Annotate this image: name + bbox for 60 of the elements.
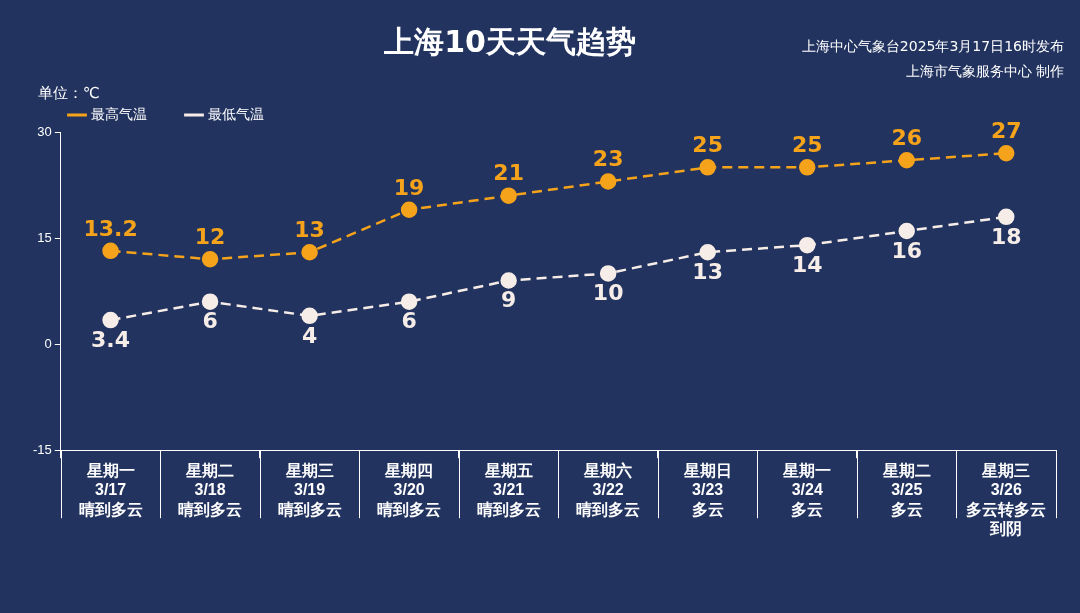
x-tick-label: 星期五 3/21 晴到多云 bbox=[476, 462, 541, 518]
point bbox=[699, 243, 716, 261]
point bbox=[301, 307, 318, 325]
chart-title: 上海10天天气趋势 bbox=[383, 23, 637, 61]
y-tick-label: 15 bbox=[37, 229, 52, 245]
x-tick-label: 星期六 3/22 晴到多云 bbox=[576, 462, 641, 518]
data-label: 6 bbox=[401, 308, 417, 334]
data-label: 10 bbox=[592, 280, 624, 306]
y-axis-title: 单位：℃ bbox=[38, 84, 100, 103]
data-label: 26 bbox=[891, 125, 923, 150]
x-tick-label: 星期日 3/23 多云 bbox=[682, 462, 732, 518]
point bbox=[898, 222, 915, 240]
point bbox=[400, 201, 418, 219]
x-tick-label: 星期三 3/19 晴到多云 bbox=[277, 462, 342, 518]
point bbox=[898, 152, 915, 169]
y-tick-label: 0 bbox=[44, 335, 52, 351]
data-label: 9 bbox=[500, 287, 517, 313]
y-tick-label: -15 bbox=[32, 441, 52, 457]
x-tick-label: 星期一 3/24 多云 bbox=[782, 462, 832, 518]
data-label: 14 bbox=[791, 251, 823, 277]
point bbox=[798, 159, 816, 176]
data-label: 25 bbox=[692, 132, 723, 158]
point bbox=[400, 293, 418, 310]
x-tick-label: 星期三 3/26 多云转多云到阴 bbox=[966, 462, 1047, 537]
data-label: 3.4 bbox=[91, 326, 131, 352]
data-label: 27 bbox=[990, 117, 1022, 143]
point bbox=[301, 243, 318, 261]
data-label: 4 bbox=[301, 322, 318, 348]
point bbox=[997, 208, 1015, 226]
point bbox=[599, 173, 617, 190]
point bbox=[201, 293, 219, 310]
data-label: 13 bbox=[294, 216, 325, 242]
data-label: 25 bbox=[791, 132, 823, 158]
x-tick-label: 星期二 3/25 多云 bbox=[881, 462, 931, 518]
legend-label: 最低气温 bbox=[208, 105, 264, 122]
point bbox=[997, 144, 1015, 162]
data-label: 12 bbox=[194, 224, 226, 249]
text: 上海中心气象台2025年3月17日16时发布 bbox=[801, 37, 1064, 56]
data-label: 13.2 bbox=[83, 215, 138, 241]
y-tick-label: 30 bbox=[37, 123, 52, 139]
x-tick-label: 星期一 3/17 晴到多云 bbox=[78, 462, 143, 518]
point bbox=[201, 251, 219, 268]
point bbox=[699, 159, 716, 176]
text: 上海市气象服务中心 制作 bbox=[904, 62, 1064, 81]
data-label: 13 bbox=[692, 258, 723, 284]
data-label: 19 bbox=[393, 174, 425, 200]
point bbox=[102, 311, 119, 329]
point bbox=[500, 187, 517, 204]
data-label: 23 bbox=[592, 146, 624, 172]
data-label: 18 bbox=[990, 223, 1022, 249]
point bbox=[500, 272, 517, 289]
point bbox=[599, 265, 617, 282]
x-tick-label: 星期二 3/18 晴到多云 bbox=[178, 462, 243, 518]
data-label: 21 bbox=[493, 160, 524, 186]
x-tick-label: 星期四 3/20 晴到多云 bbox=[377, 462, 442, 518]
point bbox=[798, 236, 816, 254]
data-label: 6 bbox=[202, 308, 218, 334]
legend-label: 最高气温 bbox=[91, 105, 147, 122]
point bbox=[102, 242, 119, 260]
data-label: 16 bbox=[891, 237, 923, 263]
